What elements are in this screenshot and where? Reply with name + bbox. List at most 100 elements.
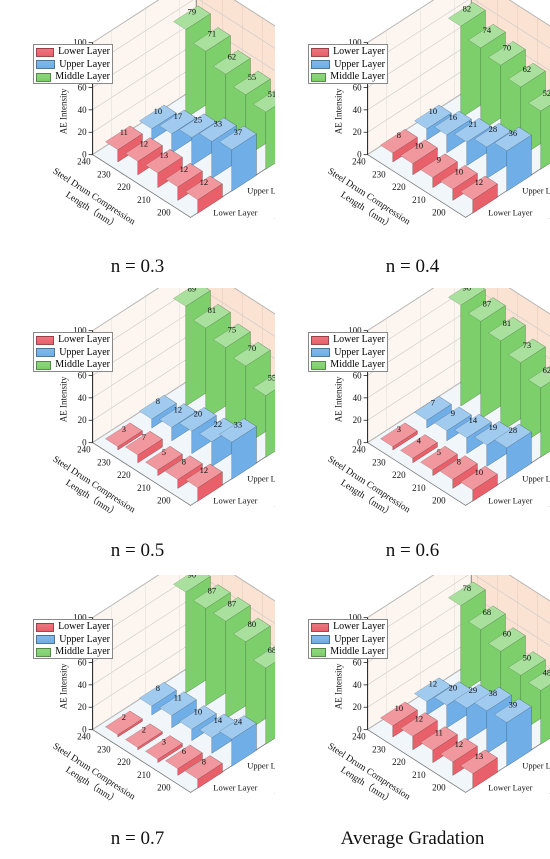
bar-value-label: 36 — [509, 128, 517, 138]
bar-value-label: 10 — [194, 707, 203, 717]
length-tick-label: 240 — [352, 731, 366, 741]
legend-item: Upper Layer — [36, 347, 110, 360]
legend-swatch — [311, 60, 331, 70]
bar-value-label: 60 — [503, 629, 512, 639]
bar-upper-layer — [493, 698, 532, 767]
bar-value-label: 62 — [543, 365, 550, 375]
bar-value-label: 29 — [469, 685, 478, 695]
layer-tick-label: Upper Layer — [522, 185, 550, 195]
length-tick-label: 200 — [157, 208, 171, 218]
bar-value-label: 10 — [475, 467, 484, 477]
bar-value-label: 12 — [200, 465, 209, 475]
bar-value-label: 9 — [437, 155, 441, 165]
y-tick-label: 20 — [78, 127, 88, 137]
gridline — [367, 0, 550, 43]
legend-item: Lower Layer — [36, 46, 110, 59]
bar-value-label: 10 — [154, 106, 163, 116]
gridline — [367, 0, 550, 66]
bar-value-label: 80 — [248, 619, 257, 629]
y-tick-label: 40 — [353, 105, 363, 115]
gridline — [92, 0, 275, 43]
bar-value-label: 8 — [156, 683, 160, 693]
legend-item: Lower Layer — [311, 621, 385, 634]
gridline — [367, 575, 550, 618]
bar-value-label: 12 — [174, 404, 183, 414]
legend-item: Upper Layer — [311, 59, 385, 72]
length-tick-label: 220 — [392, 182, 406, 192]
bar-value-label: 87 — [228, 598, 237, 608]
bar-value-label: 9 — [451, 408, 455, 418]
chart-panel: 020406080100AE Intensity（%）2402302202102… — [0, 575, 275, 859]
y-tick-label: 0 — [82, 438, 87, 448]
legend-label: Lower Layer — [333, 621, 385, 632]
legend-swatch — [311, 72, 327, 82]
bar-value-label: 50 — [523, 653, 532, 663]
chart-svg: 020406080100AE Intensity（%）2402302202102… — [51, 0, 275, 232]
length-tick-label: 240 — [352, 444, 366, 454]
panel-caption: n = 0.6 — [385, 540, 440, 561]
legend-item: Upper Layer — [311, 347, 385, 360]
legend-swatch — [36, 635, 56, 645]
bar-lower-layer — [419, 153, 458, 189]
legend-swatch — [311, 622, 330, 632]
legend-item: Middle Layer — [311, 71, 385, 84]
bar-value-label: 2 — [122, 712, 126, 722]
bar-value-label: 68 — [483, 607, 492, 617]
bar-middle-layer — [467, 297, 506, 420]
bar-value-label: 87 — [208, 585, 217, 595]
legend-item: Lower Layer — [36, 621, 110, 634]
length-tick-label: 220 — [392, 470, 406, 480]
bar-upper-layer — [218, 418, 257, 480]
bar-value-label: 7 — [431, 397, 435, 407]
legend-label: Lower Layer — [333, 334, 385, 345]
bar-value-label: 8 — [202, 756, 206, 766]
legend-label: Middle Layer — [55, 646, 110, 657]
legend-label: Lower Layer — [58, 621, 110, 632]
legend-label: Middle Layer — [55, 71, 110, 82]
bar-upper-layer — [158, 691, 197, 729]
layer-tick-label: Lower Layer — [488, 207, 532, 217]
bar-middle-layer — [527, 365, 550, 458]
bar-lower-layer — [104, 422, 143, 451]
bar-value-label: 52 — [543, 88, 550, 98]
bar-middle-layer — [252, 373, 275, 458]
layer-tick-label: Upper Layer — [522, 760, 550, 770]
y-tick-label: 0 — [357, 438, 362, 448]
panel-caption: n = 0.5 — [110, 540, 165, 561]
length-tick-label: 210 — [412, 195, 426, 205]
length-tick-label: 230 — [372, 169, 386, 179]
bar-value-label: 10 — [415, 141, 424, 151]
bar-value-label: 70 — [503, 42, 512, 52]
length-tick-label: 210 — [137, 195, 151, 205]
bar-value-label: 39 — [509, 700, 517, 710]
y-tick-label: 40 — [78, 105, 88, 115]
bar-lower-layer — [379, 701, 418, 738]
legend-label: Middle Layer — [55, 359, 110, 370]
bar-lower-layer — [459, 175, 498, 214]
bar-lower-layer — [124, 137, 163, 176]
legend-item: Middle Layer — [311, 359, 385, 372]
bar-middle-layer — [252, 89, 275, 170]
bar-value-label: 20 — [449, 683, 458, 693]
y-tick-label: 20 — [353, 415, 363, 425]
layer-tick-label: Upper Layer — [522, 473, 550, 483]
legend-label: Lower Layer — [58, 334, 110, 345]
legend-swatch — [311, 360, 327, 370]
bar-value-label: 3 — [397, 424, 401, 434]
chart-panel: 020406080100AE Intensity（%）2402302202102… — [0, 0, 275, 284]
length-tick-label: 210 — [137, 483, 151, 493]
y-tick-label: 60 — [353, 82, 363, 92]
bar-value-label: 12 — [455, 739, 464, 749]
bar-value-label: 82 — [463, 3, 472, 13]
y-tick-label: 100 — [73, 38, 87, 48]
bar-lower-layer — [439, 164, 478, 201]
legend-item: Lower Layer — [36, 334, 110, 347]
bar-value-label: 16 — [449, 112, 458, 122]
length-tick-label: 240 — [77, 444, 91, 454]
bar-value-label: 5 — [437, 447, 441, 457]
bar-value-label: 89 — [188, 288, 197, 293]
chart-svg: 020406080100AE Intensity（%）2402302202102… — [51, 288, 275, 520]
legend: Lower Layer Upper Layer Middle Layer — [33, 332, 113, 372]
length-tick-label: 200 — [432, 208, 446, 218]
legend-item: Middle Layer — [36, 359, 110, 372]
